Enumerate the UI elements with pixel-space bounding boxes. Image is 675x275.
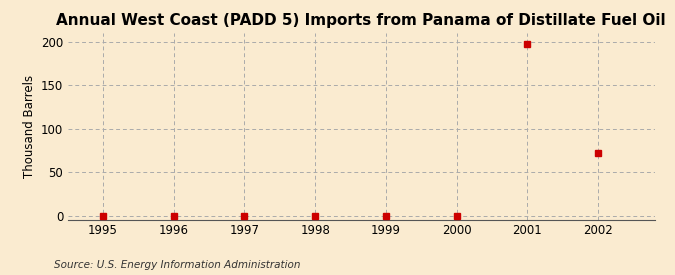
Title: Annual West Coast (PADD 5) Imports from Panama of Distillate Fuel Oil: Annual West Coast (PADD 5) Imports from … — [56, 13, 666, 28]
Text: Source: U.S. Energy Information Administration: Source: U.S. Energy Information Administ… — [54, 260, 300, 270]
Y-axis label: Thousand Barrels: Thousand Barrels — [22, 75, 36, 178]
